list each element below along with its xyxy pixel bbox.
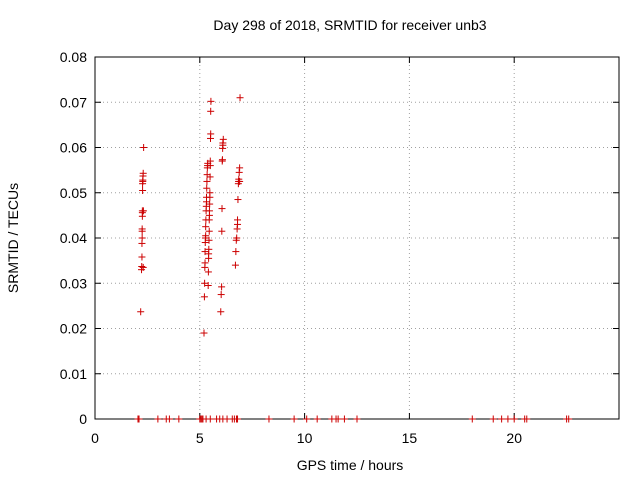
- data-point: [204, 268, 212, 276]
- x-tick-label: 20: [506, 430, 522, 446]
- data-point: [207, 130, 215, 138]
- data-point: [489, 415, 497, 423]
- data-point: [205, 236, 213, 244]
- data-point: [138, 234, 146, 242]
- plot-frame: [94, 56, 620, 420]
- data-point: [236, 177, 244, 185]
- data-point: [218, 283, 226, 291]
- gridlines: [95, 57, 619, 419]
- data-point: [218, 156, 226, 164]
- data-point: [218, 205, 226, 213]
- data-point: [201, 279, 209, 287]
- data-point: [265, 415, 273, 423]
- data-point: [139, 186, 147, 194]
- data-point: [137, 308, 145, 316]
- data-point: [207, 97, 215, 105]
- y-tick-label: 0.03: [60, 275, 87, 291]
- data-point: [205, 245, 213, 253]
- y-tick-label: 0.06: [60, 140, 87, 156]
- data-point: [290, 415, 298, 423]
- data-point: [204, 282, 212, 290]
- y-tick-label: 0: [79, 411, 87, 427]
- data-point: [313, 415, 321, 423]
- data-point: [468, 415, 476, 423]
- y-tick-label: 0.01: [60, 366, 87, 382]
- data-point: [206, 173, 214, 181]
- data-point: [236, 94, 244, 102]
- data-point: [165, 415, 173, 423]
- data-point: [334, 415, 342, 423]
- data-point: [233, 234, 241, 242]
- data-point: [206, 189, 214, 197]
- data-point: [303, 415, 311, 423]
- y-tick-label: 0.02: [60, 321, 87, 337]
- y-axis-label: SRMTID / TECUs: [5, 183, 21, 293]
- data-point: [217, 291, 225, 299]
- data-point: [340, 415, 348, 423]
- data-point: [232, 248, 240, 256]
- data-point: [206, 157, 214, 165]
- data-point: [140, 144, 148, 151]
- x-tick-label: 5: [196, 430, 204, 446]
- data-point: [205, 207, 213, 215]
- data-point: [201, 259, 209, 267]
- data-point: [202, 232, 210, 240]
- data-point: [498, 415, 506, 423]
- chart-title: Day 298 of 2018, SRMTID for receiver unb…: [213, 17, 486, 33]
- data-point: [236, 164, 244, 172]
- data-point: [154, 415, 162, 423]
- data-point: [353, 415, 361, 423]
- data-point: [138, 253, 146, 261]
- data-point: [510, 415, 518, 423]
- data-point: [234, 415, 242, 423]
- data-point: [219, 135, 227, 143]
- x-tick-label: 0: [91, 430, 99, 446]
- data-point: [203, 184, 211, 192]
- data-point: [565, 415, 573, 423]
- y-tick-label: 0.04: [60, 230, 87, 246]
- data-point: [206, 200, 214, 208]
- x-tick-label: 10: [297, 430, 313, 446]
- data-point: [523, 415, 531, 423]
- data-point: [203, 177, 211, 185]
- data-point: [504, 415, 512, 423]
- data-point: [175, 415, 183, 423]
- y-tick-label: 0.08: [60, 49, 87, 65]
- data-point: [139, 263, 147, 271]
- data-point: [201, 248, 209, 256]
- data-point: [139, 169, 147, 177]
- data-point: [205, 227, 213, 235]
- data-point: [217, 308, 225, 316]
- x-axis-label: GPS time / hours: [297, 457, 404, 473]
- data-point: [234, 216, 242, 224]
- data-point: [234, 196, 242, 204]
- data-point: [138, 263, 146, 271]
- data-point: [206, 415, 214, 423]
- data-point: [135, 415, 143, 423]
- data-point: [200, 329, 208, 337]
- data-point: [218, 227, 226, 235]
- axis-ticks: 0 0.01 0.02 0.03 0.04 0.05 0.06 0.07 0.08 0 5 10 15 2…: [60, 49, 619, 446]
- y-tick-label: 0.07: [60, 94, 87, 110]
- y-tick-label: 0.05: [60, 185, 87, 201]
- data-point: [139, 207, 147, 215]
- x-tick-label: 15: [402, 430, 418, 446]
- data-point: [207, 107, 215, 115]
- data-point: [202, 223, 210, 231]
- data-point: [138, 225, 146, 233]
- data-point: [200, 293, 208, 301]
- data-points: [134, 94, 573, 423]
- data-point: [231, 261, 239, 269]
